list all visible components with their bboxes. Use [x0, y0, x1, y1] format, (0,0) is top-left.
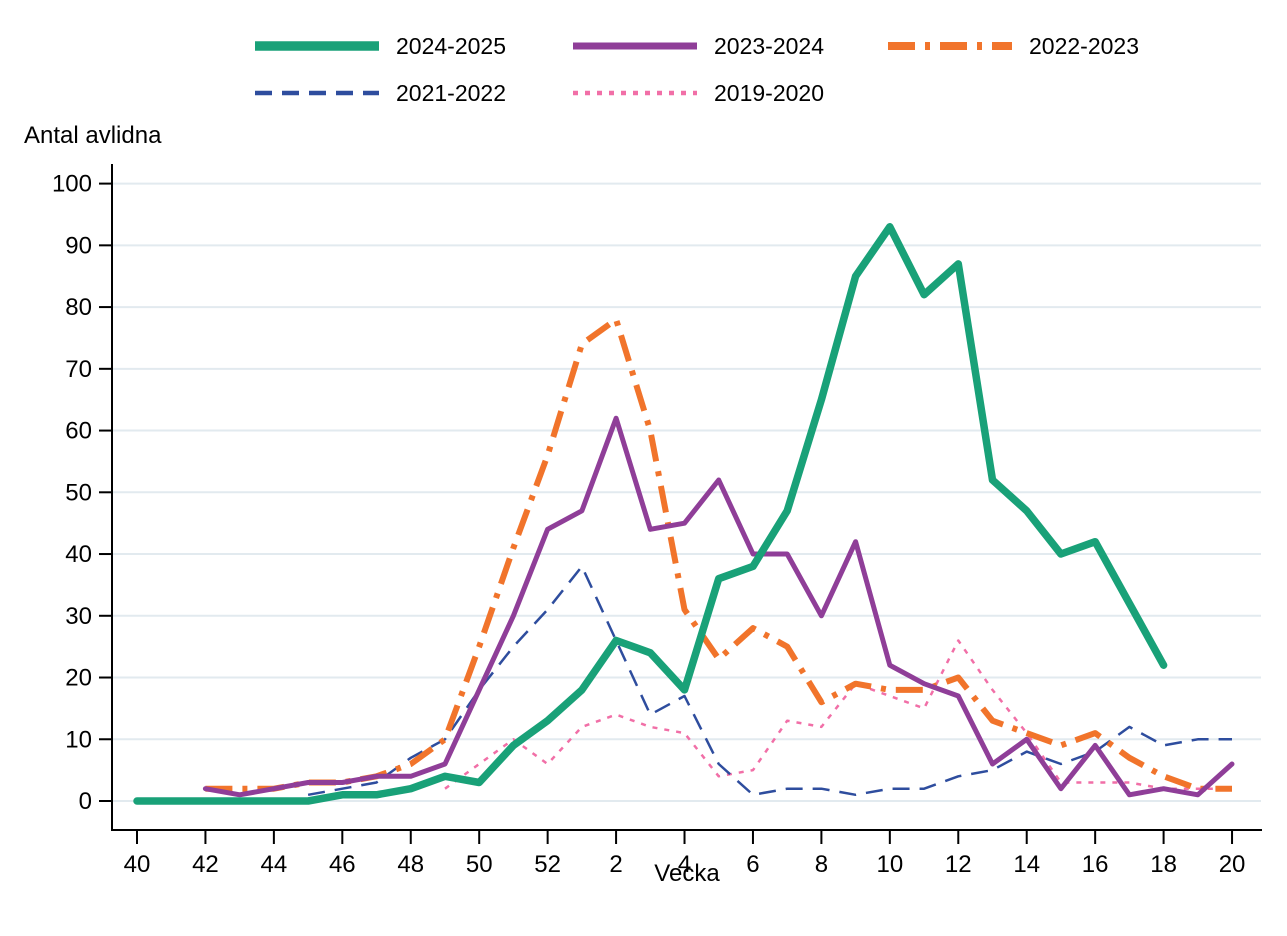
y-tick-label: 0 [79, 788, 92, 815]
y-tick-label: 90 [65, 232, 92, 259]
y-tick-label: 100 [52, 171, 92, 198]
legend-swatch-2022-2023 [888, 42, 1012, 50]
y-tick-label: 10 [65, 726, 92, 753]
x-tick-label: 42 [192, 851, 219, 878]
legend-item-2024-2025: 2024-2025 [252, 33, 506, 59]
legend-label: 2019-2020 [714, 79, 824, 106]
legend-item-2021-2022: 2021-2022 [252, 80, 506, 106]
legend-label: 2023-2024 [714, 32, 824, 59]
x-tick-label: 18 [1150, 851, 1177, 878]
legend-swatch-2023-2024 [573, 42, 697, 50]
legend-label: 2021-2022 [396, 79, 506, 106]
legend-item-2022-2023: 2022-2023 [885, 33, 1139, 59]
x-tick-label: 48 [397, 851, 424, 878]
legend-swatch-2024-2025 [255, 41, 379, 51]
series-line-2024-2025 [133, 223, 1168, 805]
y-axis-title: Antal avlidna [24, 122, 162, 149]
x-tick-label: 44 [261, 851, 288, 878]
x-tick-label: 12 [945, 851, 972, 878]
x-tick-label: 2 [609, 851, 622, 878]
legend-label: 2022-2023 [1029, 32, 1139, 59]
legend-item-2019-2020: 2019-2020 [570, 80, 824, 106]
y-tick-label: 60 [65, 418, 92, 445]
y-tick-label: 70 [65, 356, 92, 383]
legend-label: 2024-2025 [396, 32, 506, 59]
legend-item-2023-2024: 2023-2024 [570, 33, 824, 59]
y-tick-label: 30 [65, 603, 92, 630]
x-tick-label: 20 [1219, 851, 1246, 878]
legend-swatch-2019-2020 [573, 90, 697, 96]
x-tick-label: 4 [678, 851, 691, 878]
x-tick-label: 40 [124, 851, 151, 878]
legend-swatch-2021-2022 [255, 90, 379, 96]
x-tick-label: 8 [815, 851, 828, 878]
y-tick-label: 50 [65, 479, 92, 506]
x-tick-label: 50 [466, 851, 493, 878]
series-line-2019-2020 [444, 639, 1232, 790]
series-line-2021-2022 [307, 565, 1232, 797]
x-tick-label: 46 [329, 851, 356, 878]
x-tick-label: 16 [1082, 851, 1109, 878]
y-tick-label: 40 [65, 541, 92, 568]
x-tick-label: 10 [876, 851, 903, 878]
x-tick-label: 52 [534, 851, 561, 878]
series-line-2023-2024 [202, 415, 1235, 798]
y-tick-label: 20 [65, 665, 92, 692]
x-axis-title: Vecka [654, 860, 720, 887]
x-tick-label: 14 [1013, 851, 1040, 878]
y-tick-label: 80 [65, 294, 92, 321]
x-tick-label: 6 [746, 851, 759, 878]
